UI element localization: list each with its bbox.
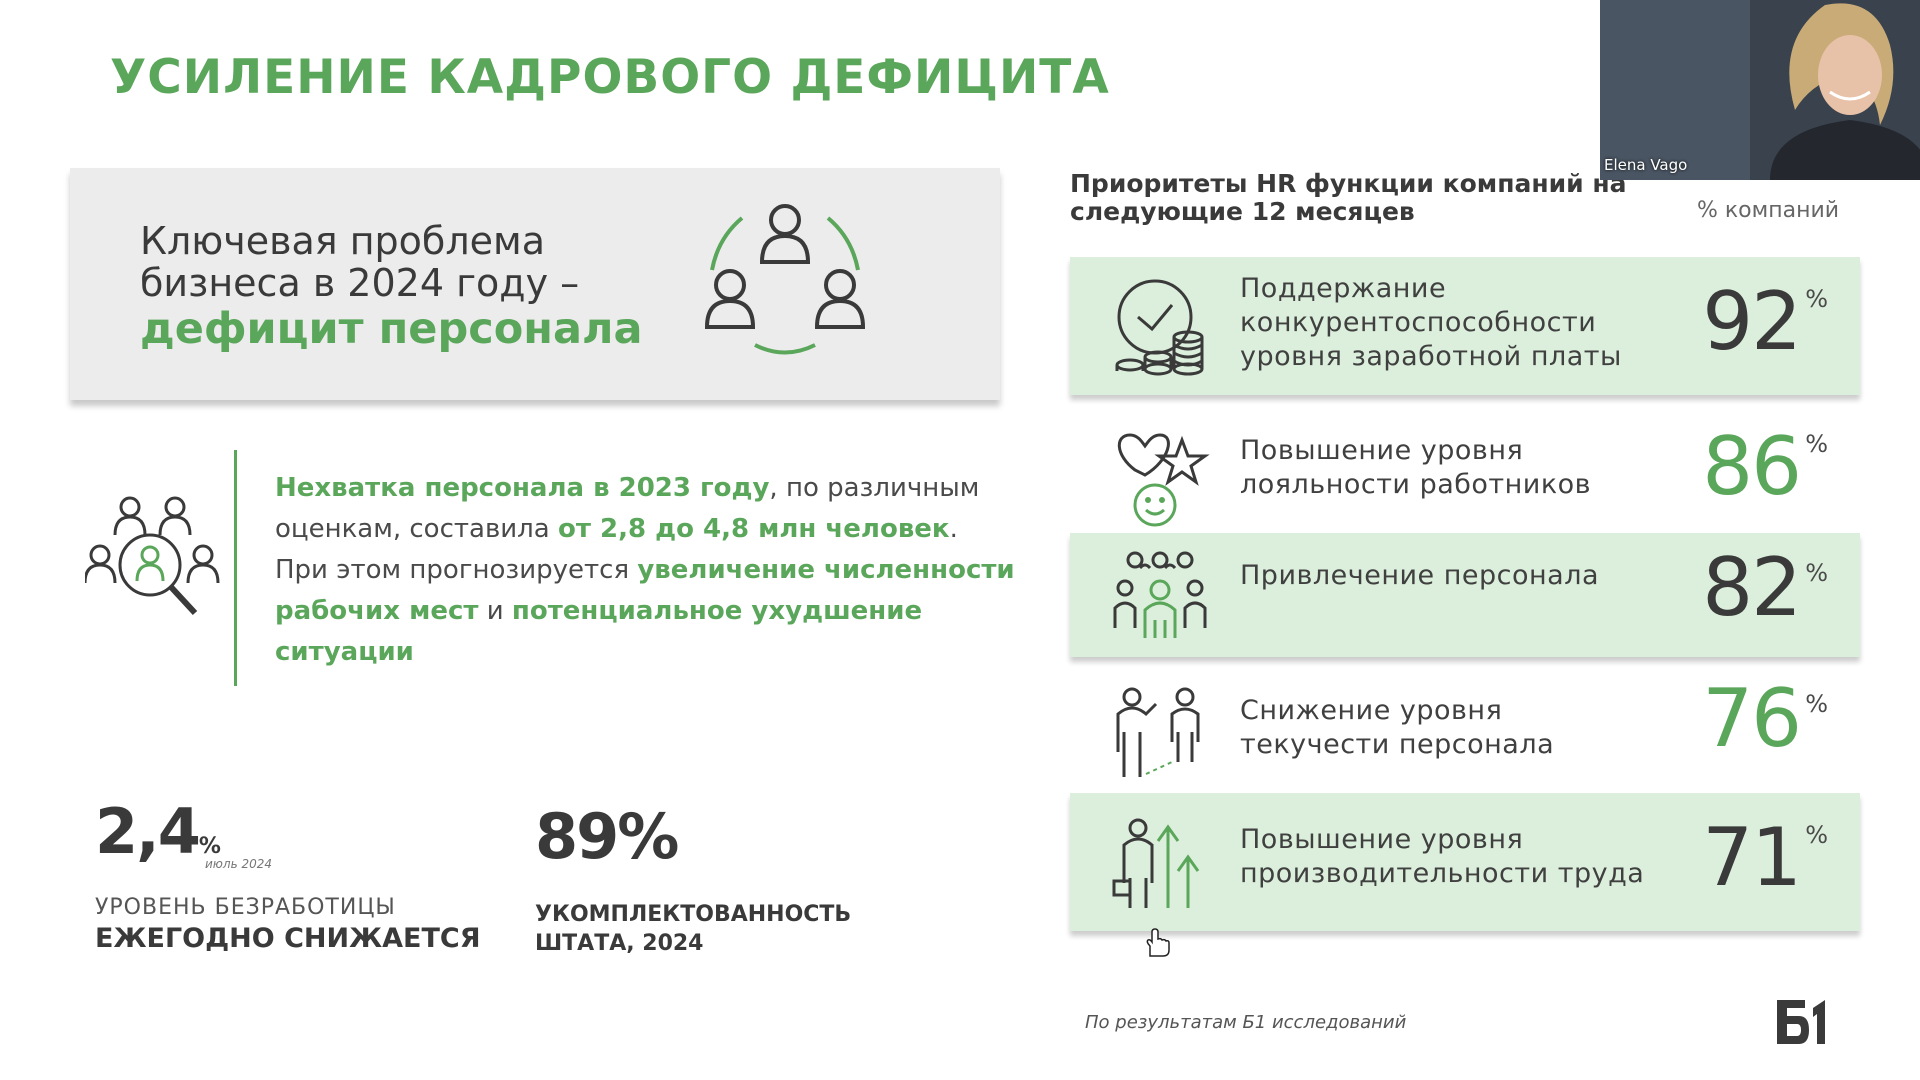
- people-search-icon: [85, 496, 220, 616]
- hr-unit-label: % компаний: [1697, 198, 1840, 223]
- problem-line-1: Ключевая проблема: [140, 219, 545, 263]
- shortage-text-4: . При этом прогнозируется: [275, 514, 958, 585]
- accent-divider: [234, 450, 237, 686]
- staffing-label-2: ШТАТА, 2024: [535, 931, 704, 956]
- staffing-label-1: УКОМПЛЕКТОВАННОСТЬ: [535, 902, 852, 927]
- team-icon: [1113, 551, 1207, 638]
- unemployment-stat: 2,4% июль 2024 УРОВЕНЬ БЕЗРАБОТИЦЫ ЕЖЕГО…: [95, 795, 481, 954]
- staffing-stat: 89% УКОМПЛЕКТОВАННОСТЬ ШТАТА, 2024: [535, 800, 851, 956]
- key-problem-card: Ключевая проблема бизнеса в 2024 году – …: [70, 168, 1000, 400]
- unemployment-label-1: УРОВЕНЬ БЕЗРАБОТИЦЫ: [95, 895, 396, 920]
- hand-cursor-icon: [1146, 928, 1170, 957]
- hr-row-label: Поддержание конкурентоспособности уровня…: [1240, 273, 1622, 372]
- staffing-label: УКОМПЛЕКТОВАННОСТЬ ШТАТА, 2024: [535, 900, 851, 958]
- hr-row-pct: %: [1805, 285, 1828, 313]
- speaker-video-frame: [1600, 0, 1920, 180]
- hr-row-label: Повышение уровня производительности труд…: [1240, 824, 1645, 889]
- hr-row-turnover: Снижение уровня текучести персонала 76 %: [1070, 672, 1860, 784]
- clock-coins-icon: [1115, 279, 1204, 376]
- shortage-text-3: от 2,8 до 4,8 млн человек: [558, 514, 950, 544]
- source-note: По результатам Б1 исследований: [1085, 1012, 1407, 1033]
- shortage-text-6: и: [478, 596, 512, 626]
- people-exit-icon: [1116, 687, 1200, 777]
- webcam-video[interactable]: Elena Vago: [1600, 0, 1920, 180]
- heart-star-smile-icon: [1117, 433, 1210, 527]
- problem-highlight: дефицит персонала: [140, 304, 643, 354]
- hr-row-value: 82: [1702, 541, 1802, 634]
- hr-row-label: Привлечение персонала: [1240, 560, 1599, 591]
- unemployment-unit: %: [198, 834, 221, 859]
- hr-row-value: 71: [1702, 811, 1802, 904]
- hr-row-pct: %: [1805, 821, 1828, 849]
- shortage-text-2: , по различным оценкам, составила: [275, 473, 980, 544]
- hr-row-attraction: Привлечение персонала 82 %: [1070, 533, 1860, 657]
- hr-row-value: 76: [1702, 672, 1802, 765]
- b1-logo: [1775, 998, 1830, 1046]
- worker-growth-icon: [1112, 818, 1200, 908]
- problem-line-2: бизнеса в 2024 году –: [140, 261, 580, 305]
- webcam-name-label: Elena Vago: [1604, 156, 1688, 174]
- hr-row-loyalty: Повышение уровня лояльности работников 8…: [1070, 420, 1860, 535]
- slide-title: УСИЛЕНИЕ КАДРОВОГО ДЕФИЦИТА: [110, 50, 1110, 105]
- shortage-text-7: потенциальное ухудшение ситуации: [275, 596, 923, 667]
- hr-row-pct: %: [1805, 430, 1828, 458]
- unemployment-note: июль 2024: [205, 857, 272, 871]
- hr-row-salary: Поддержание конкурентоспособности уровня…: [1070, 257, 1860, 395]
- key-problem-text: Ключевая проблема бизнеса в 2024 году – …: [140, 220, 643, 354]
- people-circle-icon: [704, 204, 866, 355]
- hr-row-productivity: Повышение уровня производительности труд…: [1070, 793, 1860, 931]
- unemployment-value: 2,4: [95, 795, 201, 868]
- shortage-text-5: увеличение численности рабочих мест: [275, 555, 1015, 626]
- hr-row-label: Снижение уровня текучести персонала: [1240, 695, 1555, 760]
- hr-row-label: Повышение уровня лояльности работников: [1240, 435, 1592, 500]
- unemployment-label-2: ЕЖЕГОДНО СНИЖАЕТСЯ: [95, 923, 481, 954]
- hr-priorities-title: Приоритеты HR функции компаний на следую…: [1070, 169, 1627, 226]
- staffing-value: 89%: [535, 800, 679, 873]
- hr-row-pct: %: [1805, 559, 1828, 587]
- shortage-paragraph: Нехватка персонала в 2023 году, по разли…: [275, 468, 1015, 673]
- shortage-text-1: Нехватка персонала в 2023 году: [275, 473, 770, 503]
- hr-row-pct: %: [1805, 690, 1828, 718]
- hr-row-value: 86: [1702, 420, 1802, 513]
- hr-row-value: 92: [1702, 275, 1802, 368]
